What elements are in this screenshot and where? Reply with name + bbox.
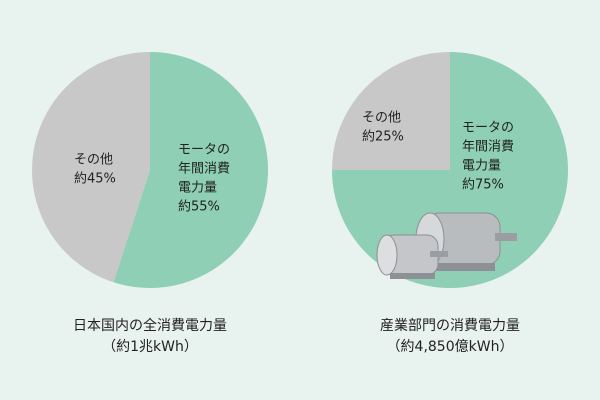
slice-label: 電力量 [178, 181, 217, 196]
slice-label: 年間消費 [462, 140, 514, 155]
chart-title: 産業部門の消費電力量 [380, 318, 520, 334]
slice-label: その他 [362, 111, 401, 126]
value-label: 約75% [462, 178, 504, 193]
slice-label: モータの [178, 143, 230, 158]
value-label: 約55% [178, 200, 220, 215]
pie-slice [31, 52, 151, 283]
chart-subtitle: （約1兆kWh） [102, 339, 198, 355]
motor-illustration [376, 212, 517, 279]
slice-label: 年間消費 [178, 162, 230, 177]
slice-label: 電力量 [462, 159, 501, 174]
value-label: 約45% [74, 172, 116, 187]
slice-label: モータの [462, 121, 514, 136]
value-label: 約25% [362, 130, 404, 145]
pie-slice [332, 52, 450, 170]
pie-slice [113, 52, 268, 288]
chart-subtitle: （約4,850億kWh） [387, 339, 514, 355]
pies: モータの年間消費電力量約55%その他約45%モータの年間消費電力量約75%その他… [31, 52, 568, 288]
chart-title: 日本国内の全消費電力量 [73, 317, 227, 334]
slice-label: その他 [74, 153, 113, 168]
